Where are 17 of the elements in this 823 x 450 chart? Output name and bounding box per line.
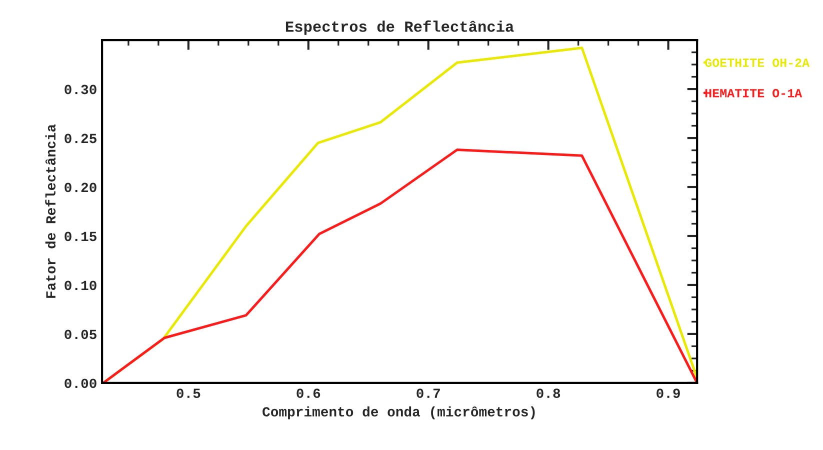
y-tick-label: 0.10 <box>64 280 96 290</box>
chart-title: Espectros de Reflectância <box>286 20 514 35</box>
x-tick-label: 0.7 <box>416 388 440 398</box>
y-tick-label: 0.20 <box>64 182 96 192</box>
x-tick-label: 0.8 <box>536 388 560 398</box>
y-axis-title: Fator de Reflectância <box>45 124 56 298</box>
x-axis-title: Comprimento de onda (micrômetros) <box>262 406 535 420</box>
y-tick-label: 0.30 <box>64 84 96 94</box>
y-tick-label: 0.05 <box>64 330 96 340</box>
legend-label: GOETHITE OH-2A <box>705 58 810 68</box>
y-tick-label: 0.25 <box>64 134 96 144</box>
y-tick-label: 0.00 <box>64 378 96 388</box>
x-tick-label: 0.9 <box>656 388 680 398</box>
y-tick-label: 0.15 <box>64 232 96 242</box>
x-tick-label: 0.6 <box>296 388 320 398</box>
x-tick-label: 0.5 <box>176 388 200 398</box>
legend-label: HEMATITE O-1A <box>705 88 802 98</box>
